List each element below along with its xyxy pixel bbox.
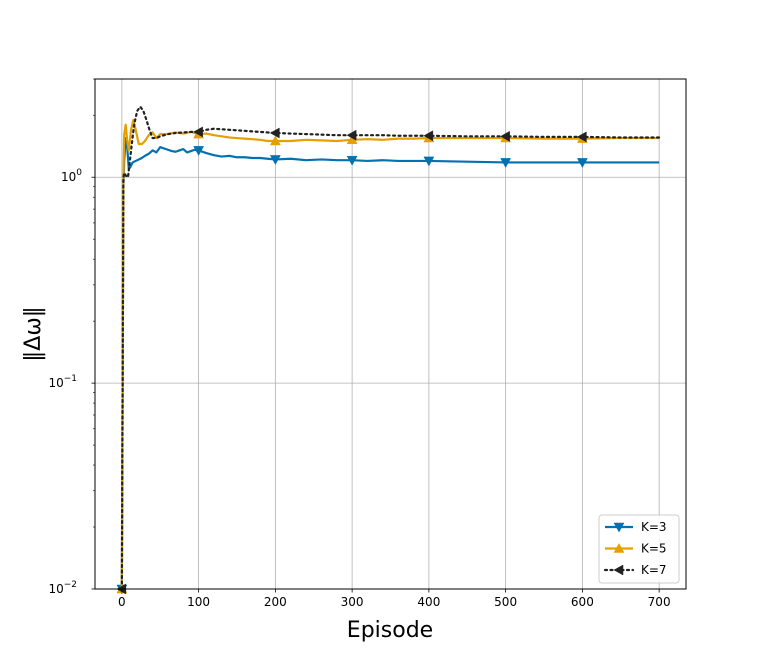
series-markers [116, 126, 588, 595]
legend-label: K=3 [641, 520, 667, 534]
y-tick-label: 10−1 [48, 374, 77, 390]
x-tick-label: 200 [264, 595, 287, 609]
y-tick-label: 10−2 [48, 580, 77, 596]
y-axis-ticks: 10−2 10−1 100 [48, 78, 95, 596]
series-marker [500, 130, 510, 142]
x-tick-label: 0 [118, 595, 126, 609]
series-marker [500, 158, 512, 168]
series-marker [346, 129, 357, 141]
legend-marker [613, 542, 625, 553]
x-tick-label: 500 [494, 595, 517, 609]
series-marker [269, 135, 281, 146]
series-marker [346, 155, 358, 166]
series-marker [423, 156, 435, 167]
x-axis-ticks: 0 100 200 300 400 500 600 700 [118, 589, 671, 609]
x-tick-label: 700 [648, 595, 671, 609]
x-tick-label: 100 [187, 595, 210, 609]
series-marker [269, 127, 280, 139]
x-tick-label: 400 [417, 595, 440, 609]
series-marker [193, 126, 203, 138]
series-line-k-7 [120, 105, 661, 589]
y-tick-label: 100 [61, 168, 82, 184]
series-marker [576, 131, 587, 143]
x-axis-title: Episode [347, 618, 433, 643]
x-tick-label: 600 [571, 595, 594, 609]
series-line-k-5 [120, 118, 660, 589]
legend: K=3 K=5 K=7 [598, 514, 680, 584]
series-marker [193, 146, 205, 156]
y-axis-title: ‖Δω‖ [21, 306, 46, 361]
legend-marker [613, 522, 625, 533]
legend-marker [613, 564, 624, 576]
series-marker [269, 155, 281, 165]
series-marker [423, 130, 434, 142]
plot-area [116, 105, 661, 595]
legend-label: K=5 [641, 542, 667, 556]
legend-label: K=7 [641, 563, 667, 577]
series-marker [576, 158, 588, 168]
plot-frame [94, 78, 687, 590]
x-tick-label: 300 [341, 595, 364, 609]
